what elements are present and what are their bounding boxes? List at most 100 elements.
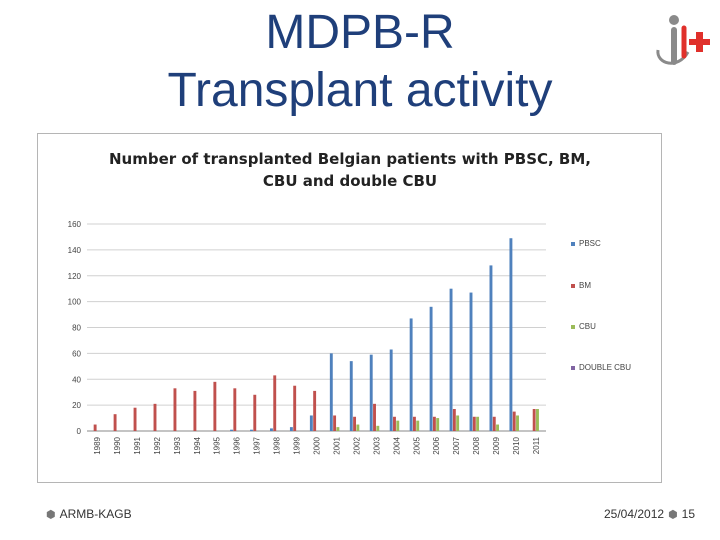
bar-bm [532, 409, 536, 431]
x-tick-label: 1997 [253, 436, 262, 454]
x-tick-label: 1991 [133, 436, 142, 454]
bar-cbu [336, 427, 340, 431]
x-tick-label: 2006 [432, 436, 441, 454]
footer-organization: ARMB-KAGB [59, 507, 132, 521]
chart-frame: Number of transplanted Belgian patients … [37, 133, 662, 483]
bar-bm [193, 390, 197, 431]
x-tick-label: 2000 [313, 436, 322, 454]
bar-pbsc [369, 354, 373, 431]
bar-bm [472, 416, 476, 431]
bar-cbu [376, 425, 380, 431]
y-tick-label: 0 [77, 427, 82, 436]
legend-swatch [571, 325, 575, 329]
x-tick-label: 2001 [332, 436, 341, 454]
bar-bm [113, 414, 117, 431]
bar-cbu [476, 416, 480, 431]
bar-cbu [436, 418, 440, 431]
bar-bm [233, 388, 237, 431]
logo-cross-h [689, 39, 710, 45]
bar-bm [492, 416, 496, 431]
bar-pbsc [489, 265, 493, 431]
bar-pbsc [349, 361, 353, 431]
chart-title-line2: CBU and double CBU [263, 172, 437, 190]
chart-title-line1: Number of transplanted Belgian patients … [109, 150, 591, 168]
bar-bm [393, 416, 396, 431]
y-tick-label: 120 [68, 272, 82, 281]
x-tick-label: 2002 [352, 436, 361, 454]
bar-pbsc [429, 306, 433, 431]
bar-pbsc [329, 353, 333, 431]
bar-cbu [356, 424, 360, 431]
bar-pbsc [389, 349, 393, 431]
bar-chart: Number of transplanted Belgian patients … [68, 150, 632, 455]
y-tick-label: 60 [72, 349, 81, 358]
bar-bm [153, 403, 157, 431]
x-tick-label: 1995 [213, 436, 222, 454]
x-tick-label: 1994 [193, 436, 202, 454]
bar-bm [173, 388, 177, 431]
x-tick-label: 1993 [173, 436, 182, 454]
bar-cbu [456, 415, 460, 431]
x-tick-label: 2010 [512, 436, 521, 454]
bar-bm [293, 385, 297, 431]
bar-cbu [496, 424, 500, 431]
x-tick-label: 2009 [492, 436, 501, 454]
legend-label: CBU [579, 322, 596, 331]
bar-bm [373, 403, 376, 431]
bar-bm [412, 416, 416, 431]
footer-right: 25/04/2012 ⬢ 15 [604, 507, 695, 521]
x-tick-label: 1989 [93, 436, 102, 454]
x-tick-label: 1996 [233, 436, 242, 454]
x-tick-label: 2007 [452, 436, 461, 454]
x-tick-label: 2003 [372, 436, 381, 454]
x-tick-label: 1999 [293, 436, 302, 454]
bar-pbsc [289, 427, 293, 431]
x-tick-label: 2008 [472, 436, 481, 454]
bar-bm [333, 415, 337, 431]
y-tick-label: 80 [72, 324, 81, 333]
y-tick-label: 140 [68, 246, 82, 255]
x-tick-label: 2011 [532, 436, 541, 454]
bar-cbu [396, 420, 400, 431]
bar-pbsc [409, 318, 413, 431]
slide-title-line2: Transplant activity [167, 64, 553, 117]
legend-label: PBSC [579, 239, 601, 248]
bar-bm [512, 411, 516, 431]
bar-bm [452, 409, 456, 431]
legend-swatch [571, 242, 575, 246]
bar-pbsc [469, 292, 473, 431]
legend-label: DOUBLE CBU [579, 363, 631, 372]
x-tick-label: 2005 [412, 436, 421, 454]
y-tick-label: 100 [68, 298, 82, 307]
bar-bm [253, 394, 257, 431]
bar-cbu [536, 409, 539, 431]
bar-bm [313, 390, 317, 431]
x-tick-label: 1998 [273, 436, 282, 454]
logo-dot [669, 15, 679, 25]
bar-pbsc [250, 429, 253, 431]
bar-pbsc [449, 288, 453, 431]
hexagon-bullet-icon: ⬢ [46, 508, 56, 521]
y-tick-label: 40 [72, 375, 81, 384]
bar-bm [432, 416, 436, 431]
bar-pbsc [269, 428, 273, 431]
page-number: 15 [681, 507, 696, 521]
bar-bm [213, 381, 217, 431]
slide-title-line1: MDPB-R [265, 6, 455, 59]
bar-pbsc [230, 429, 233, 431]
bar-bm [93, 424, 97, 431]
legend-swatch [571, 284, 575, 288]
slide-title: MDPB-R Transplant activity [0, 4, 720, 120]
bar-bm [273, 375, 277, 431]
bar-pbsc [509, 238, 513, 431]
organization-logo [656, 15, 710, 65]
x-tick-label: 1992 [153, 436, 162, 454]
bar-cbu [416, 420, 420, 431]
footer-left: ⬢ ARMB-KAGB [46, 507, 132, 521]
legend-swatch [571, 366, 575, 370]
x-tick-label: 1990 [113, 436, 122, 454]
hexagon-bullet-icon: ⬢ [668, 508, 678, 521]
footer-date: 25/04/2012 [604, 507, 665, 521]
y-tick-label: 160 [68, 220, 82, 229]
bar-pbsc [309, 415, 313, 431]
